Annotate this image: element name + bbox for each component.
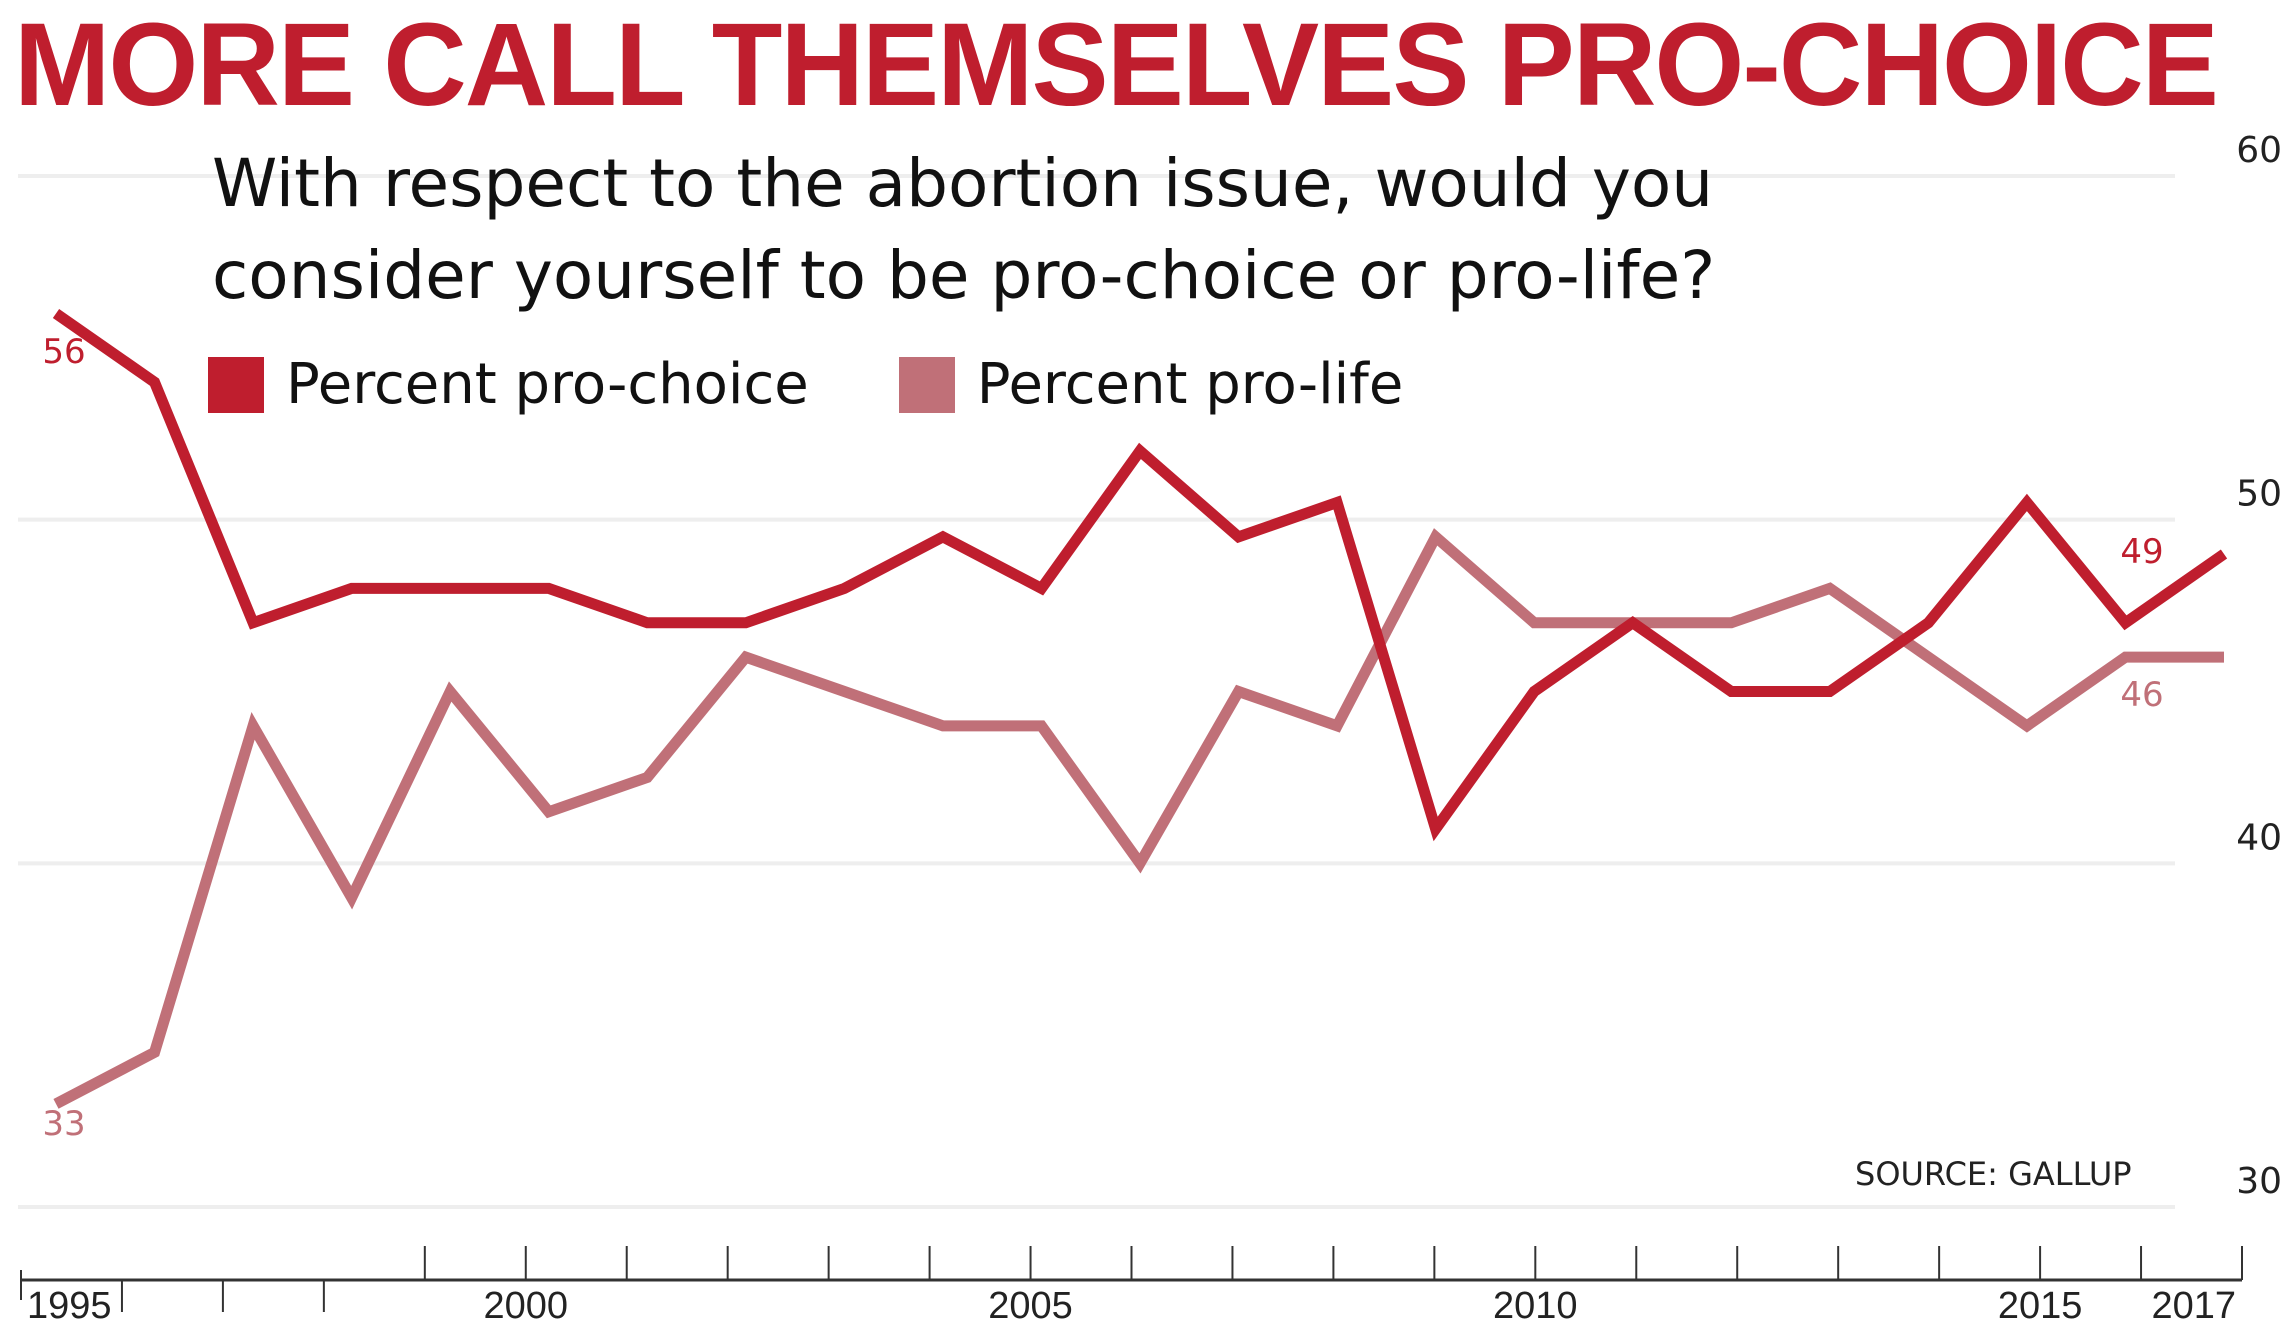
source-note: SOURCE: GALLUP: [1855, 1155, 2132, 1193]
x-tick-label: 2015: [1998, 1285, 2083, 1322]
legend-swatch-pro-choice: [208, 356, 264, 413]
series-line-pro-choice: [52, 308, 2228, 842]
chart-headline: MORE CALL THEMSELVES PRO-CHOICE: [14, 0, 2219, 131]
chart-question: With respect to the abortion issue, woul…: [212, 138, 1715, 322]
x-tick-label: 1995: [27, 1285, 112, 1322]
legend-label: Percent pro-choice: [286, 352, 809, 417]
y-tick-label: 40: [2236, 817, 2282, 858]
y-tick-label: 30: [2236, 1161, 2282, 1202]
y-tick-label: 60: [2236, 130, 2282, 171]
x-tick-label: 2010: [1493, 1285, 1578, 1322]
x-tick-label: 2000: [483, 1285, 568, 1322]
question-line-2: consider yourself to be pro-choice or pr…: [212, 237, 1716, 314]
question-line-1: With respect to the abortion issue, woul…: [212, 145, 1714, 222]
legend: Percent pro-choice Percent pro-life: [208, 352, 1493, 417]
data-label-pro-choice-end: 49: [2120, 532, 2163, 572]
series-line-pro-life: [53, 528, 2224, 1109]
data-label-pro-life-start: 33: [42, 1104, 85, 1144]
data-label-pro-life-end: 46: [2120, 675, 2163, 715]
series-labels: 56 33 49 46: [42, 332, 2163, 1144]
data-label-pro-choice-start: 56: [42, 332, 85, 372]
legend-label: Percent pro-life: [976, 352, 1404, 417]
legend-swatch-pro-life: [898, 356, 955, 413]
x-tick-label: 2017: [2151, 1285, 2236, 1322]
y-axis-labels: 60 50 40 30: [2236, 130, 2282, 1202]
legend-item-pro-choice: Percent pro-choice: [208, 352, 809, 417]
gridlines: [18, 174, 2175, 1209]
x-axis: 1995 2000 2005 2010 2015 2017: [20, 1246, 2243, 1322]
x-tick-label: 2005: [988, 1285, 1073, 1322]
series-lines: [52, 308, 2228, 1109]
legend-item-pro-life: Percent pro-life: [898, 352, 1404, 417]
y-tick-label: 50: [2236, 474, 2282, 515]
